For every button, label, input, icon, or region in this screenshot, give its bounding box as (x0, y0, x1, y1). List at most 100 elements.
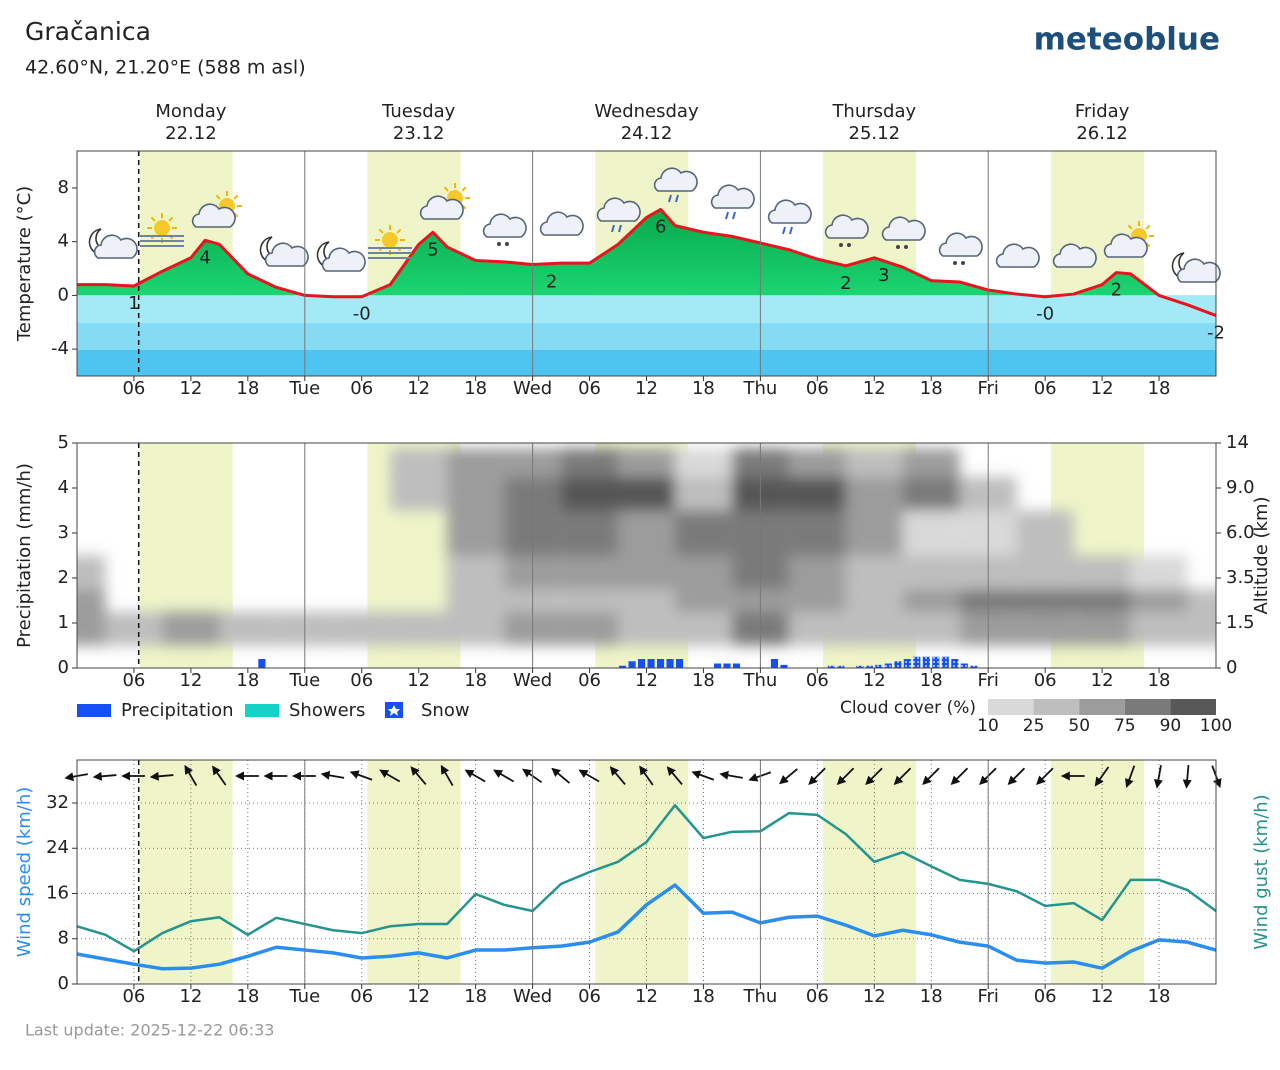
x-tick-label: 06 (122, 378, 145, 399)
wind-arrow (639, 765, 654, 786)
icon-sun-ray (378, 228, 384, 234)
cloud-cell (845, 476, 903, 511)
x-tick-label: Thu (742, 378, 777, 399)
wind-arrow (440, 764, 454, 786)
cloud-cell (219, 611, 277, 646)
legend-label: Precipitation (121, 700, 234, 721)
x-tick-label: 06 (122, 670, 145, 691)
wind-arrow (1007, 767, 1026, 786)
y-tick-label: 4 (58, 231, 69, 252)
cloud-cell (390, 611, 448, 646)
x-tick-label: 12 (635, 986, 658, 1007)
cloud-cell (105, 611, 163, 646)
icon-sun-ray (1145, 224, 1151, 230)
below-zero-band (77, 295, 1216, 376)
plot-frame (76, 150, 1217, 377)
cloud-cell (1130, 589, 1188, 612)
icon-snow (839, 243, 843, 247)
cloud-cell (333, 611, 391, 646)
snow-pattern (875, 664, 883, 668)
precip-bar (656, 659, 665, 668)
cloud-cell (77, 589, 106, 612)
x-tick-label: 18 (920, 670, 943, 691)
y-tick-label: 1 (58, 612, 69, 633)
cloud-cell (447, 476, 505, 511)
day-date: 23.12 (393, 123, 445, 144)
x-tick-label: 12 (863, 986, 886, 1007)
icon-snow (904, 245, 908, 249)
cloud-cell (77, 611, 106, 646)
y-tick-label: 8 (58, 177, 69, 198)
cloud-cell (561, 589, 619, 612)
extreme-label: -0 (353, 304, 371, 325)
x-tick-label: 12 (1091, 986, 1114, 1007)
cloud-cell (561, 448, 619, 477)
icon-sun-ray (233, 194, 239, 200)
cloud-legend-swatch (1033, 699, 1080, 715)
wind-arrow (691, 770, 715, 781)
cloud-cell (561, 510, 619, 556)
precip-bar (713, 663, 722, 668)
y2-axis-label: Altitude (km) (1251, 496, 1272, 614)
cloud-cell (674, 476, 732, 511)
cloud-legend-swatch (1079, 699, 1125, 715)
icon-sun-ray (1127, 224, 1133, 230)
extreme-label: 2 (1111, 280, 1122, 301)
cloud-legend-tick: 90 (1160, 716, 1182, 736)
wind-arrow (92, 771, 117, 781)
cloud-cell (447, 448, 505, 477)
cloud-cell (561, 611, 619, 646)
x-tick-label: Wed (513, 378, 552, 399)
snow-pattern (865, 665, 873, 668)
extreme-label: 4 (199, 247, 210, 268)
y2-tick-label: 9.0 (1226, 477, 1255, 498)
extreme-label: 2 (840, 273, 851, 294)
icon-snow (896, 245, 900, 249)
x-tick-label: 12 (863, 670, 886, 691)
precip-bar (258, 659, 266, 668)
wind-arrow (1125, 765, 1136, 789)
y-axis-label: Precipitation (mm/h) (14, 463, 35, 648)
precip-bar (628, 661, 636, 668)
x-tick-label: 06 (350, 670, 373, 691)
wind-arrow (865, 767, 883, 786)
weather-icons (88, 167, 1221, 283)
icon-cloud (1103, 233, 1148, 258)
icon-cloud (264, 242, 309, 267)
precip-bar (732, 663, 741, 668)
snow-pattern (837, 665, 845, 668)
icon-rain (668, 194, 672, 203)
icon-rain (675, 194, 679, 203)
cloud-cell (77, 555, 106, 590)
y-tick-label: 2 (58, 567, 69, 588)
extreme-label: 3 (878, 265, 889, 286)
cloud-cell (788, 476, 846, 511)
panel (77, 760, 1216, 985)
y-tick-label: 16 (46, 882, 69, 903)
wind-arrow (551, 767, 571, 784)
cloud-cell (845, 611, 903, 646)
y-axis-label: Wind speed (km/h) (14, 787, 35, 958)
wind-arrow (893, 767, 912, 786)
icon-sun-ray (168, 216, 174, 222)
cloud-cell (447, 510, 505, 556)
cloud-cell (902, 611, 960, 646)
legend-label: Showers (289, 700, 365, 721)
cloud-cell (845, 448, 903, 477)
precip-bar (675, 659, 684, 668)
cloud-cell (845, 589, 903, 612)
extreme-label: -0 (1036, 304, 1054, 325)
wind-arrow (719, 770, 743, 780)
icon-sun-ray (443, 186, 449, 192)
precip-bar (770, 659, 779, 668)
y-tick-label: 4 (58, 477, 69, 498)
icon-sun-ray (461, 186, 467, 192)
cloud-cell (1073, 611, 1131, 646)
cloud-cell (1130, 555, 1188, 590)
snow-pattern (941, 656, 949, 668)
x-tick-label: 06 (122, 986, 145, 1007)
x-tick-label: 06 (578, 378, 601, 399)
cloud-cell (1073, 555, 1131, 590)
x-tick-label: Fri (977, 670, 998, 691)
